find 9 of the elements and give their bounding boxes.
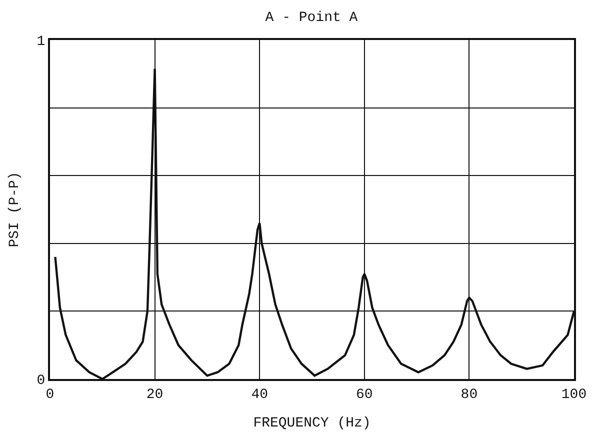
y-axis-title: PSI (P-P) xyxy=(6,172,23,248)
x-tick-label: 80 xyxy=(460,386,478,403)
x-tick-label: 100 xyxy=(561,386,587,403)
x-tick-label: 20 xyxy=(146,386,164,403)
x-axis-title: FREQUENCY (Hz) xyxy=(253,416,371,432)
x-tick-label: 40 xyxy=(251,386,268,403)
chart-title: A - Point A xyxy=(265,10,358,26)
y-tick-label: 1 xyxy=(36,34,46,50)
x-tick-label: 60 xyxy=(356,386,373,403)
